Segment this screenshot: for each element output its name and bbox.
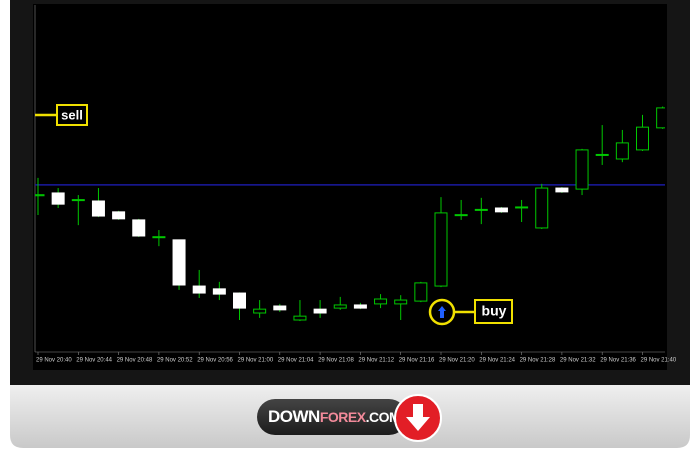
candle-body	[333, 304, 347, 309]
screen	[33, 4, 667, 370]
x-tick-label: 29 Nov 21:36	[600, 358, 636, 364]
x-tick-label: 29 Nov 21:40	[641, 358, 677, 364]
candle-body	[212, 288, 226, 295]
candle-body	[353, 304, 367, 309]
buy-box	[474, 299, 513, 324]
candle-body	[636, 126, 649, 151]
sell-box	[56, 104, 88, 126]
candle-body	[555, 187, 569, 193]
buy-label: buy	[482, 303, 507, 319]
candle-body	[293, 315, 307, 321]
download-arrow	[406, 404, 430, 431]
candle-body	[615, 142, 629, 160]
buy-arrow	[438, 306, 446, 318]
x-tick-label: 29 Nov 21:20	[439, 358, 475, 364]
candle-body	[474, 208, 488, 211]
candle-body	[172, 239, 186, 286]
candle-body	[51, 192, 65, 205]
x-tick-label: 29 Nov 21:00	[238, 358, 274, 364]
x-tick-label: 29 Nov 21:08	[318, 358, 354, 364]
x-tick-label: 29 Nov 20:44	[76, 358, 112, 364]
candle-body	[494, 207, 508, 213]
candle-body	[313, 308, 327, 314]
x-tick-label: 29 Nov 20:56	[197, 358, 233, 364]
candle-body	[91, 200, 105, 217]
candle-body	[253, 308, 267, 314]
candle-body	[535, 187, 549, 229]
x-tick-label: 29 Nov 21:24	[479, 358, 515, 364]
x-tick-label: 29 Nov 20:40	[36, 358, 72, 364]
candle-body	[112, 211, 126, 220]
logo-forex: FOREX	[320, 409, 367, 425]
x-tick-label: 29 Nov 21:32	[560, 358, 596, 364]
candle-body	[656, 107, 665, 129]
logo-text: DOWNFOREX.COM	[268, 407, 400, 426]
candle-body	[132, 219, 146, 237]
sell-label: sell	[61, 107, 83, 122]
candle-body	[71, 199, 85, 202]
x-tick-label: 29 Nov 21:28	[520, 358, 556, 364]
candle-body	[394, 299, 408, 305]
logo-com: .COM	[366, 409, 401, 425]
candle-body	[595, 153, 609, 156]
candle-body	[454, 214, 468, 217]
candle-body	[152, 236, 166, 239]
x-tick-label: 29 Nov 21:16	[399, 358, 435, 364]
candle-body	[273, 305, 287, 311]
candle-body	[515, 206, 529, 209]
x-tick-label: 29 Nov 21:04	[278, 358, 314, 364]
candle-body	[192, 285, 206, 294]
time-axis: 29 Nov 20:40 29 Nov 20:44 29 Nov 20:48 29 N…	[36, 352, 677, 364]
x-tick-label: 29 Nov 21:12	[358, 358, 394, 364]
candle-body	[35, 194, 45, 197]
candle-body	[414, 282, 428, 302]
plot-area	[35, 106, 665, 322]
candle-body	[374, 298, 388, 305]
x-tick-label: 29 Nov 20:48	[117, 358, 153, 364]
logo-down: DOWN	[268, 407, 320, 426]
candle-body	[233, 292, 246, 309]
candle-body	[575, 149, 589, 190]
x-tick-label: 29 Nov 20:52	[157, 358, 193, 364]
candle-body	[434, 212, 448, 287]
logo-pill	[257, 399, 407, 435]
